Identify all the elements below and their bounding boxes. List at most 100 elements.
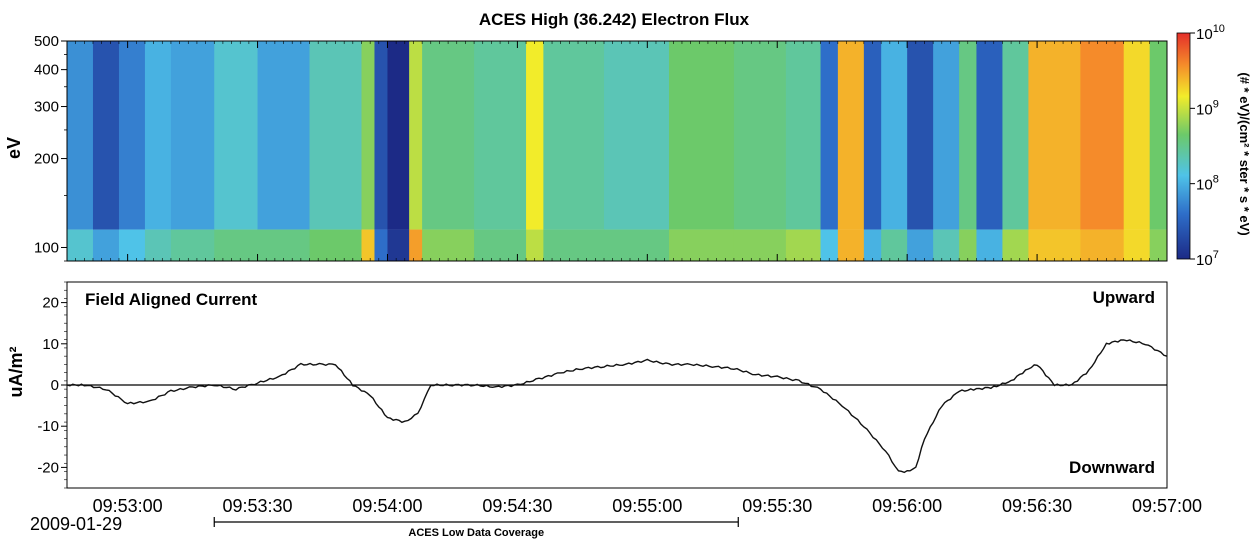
downward-annotation: Downward bbox=[1069, 458, 1155, 477]
spectrogram-cell bbox=[863, 229, 882, 261]
spectrogram-cell bbox=[881, 41, 908, 230]
spectrogram-ytick-label: 100 bbox=[34, 239, 59, 256]
spectrogram-cell bbox=[170, 41, 215, 230]
spectrogram-ytick-label: 300 bbox=[34, 99, 59, 116]
spectrogram-cell bbox=[733, 41, 787, 230]
current-ytick-label: -20 bbox=[37, 459, 59, 476]
spectrogram-cell bbox=[976, 229, 1003, 261]
spectrogram-cell bbox=[785, 229, 822, 261]
spectrogram-cell bbox=[668, 41, 735, 230]
spectrogram-cell bbox=[92, 41, 120, 230]
spectrogram-cell bbox=[474, 229, 527, 261]
current-ticks: 20 10 0 -10 -20 bbox=[37, 281, 67, 489]
spectrogram-cell bbox=[361, 41, 375, 230]
spectrogram-cell bbox=[976, 41, 1003, 230]
spectrogram-cell bbox=[933, 41, 960, 230]
spectrogram-cell bbox=[92, 229, 120, 261]
time-tick-label: 09:55:00 bbox=[612, 496, 682, 516]
spectrogram-cell bbox=[820, 41, 839, 230]
colorbar bbox=[1176, 32, 1191, 260]
spectrogram-cell bbox=[837, 41, 865, 230]
spectrogram-cell bbox=[907, 41, 934, 230]
spectrogram-cell bbox=[409, 41, 423, 230]
spectrogram-cell bbox=[474, 41, 527, 230]
spectrogram-cell bbox=[118, 229, 146, 261]
coverage-bracket bbox=[213, 517, 739, 527]
spectrogram-cell bbox=[67, 229, 94, 261]
spectrogram-cell bbox=[214, 229, 259, 261]
spectrogram-cell bbox=[1028, 229, 1081, 261]
spectrogram-cell bbox=[1149, 229, 1168, 261]
colorbar-tick-label: 108 bbox=[1196, 174, 1219, 194]
spectrogram-cells bbox=[67, 41, 1168, 261]
spectrogram-ytick-label: 400 bbox=[34, 62, 59, 79]
colorbar-tick-label: 1010 bbox=[1196, 23, 1225, 43]
spectrogram-cell bbox=[820, 229, 839, 261]
current-series-line bbox=[66, 339, 1168, 474]
spectrogram-cell bbox=[881, 229, 908, 261]
current-ytick-label: 20 bbox=[42, 295, 59, 312]
current-ylabel: uA/m² bbox=[6, 347, 26, 398]
upward-annotation: Upward bbox=[1093, 288, 1155, 307]
spectrogram-cell bbox=[144, 41, 172, 230]
spectrogram-cell bbox=[1080, 41, 1125, 230]
spectrogram-cell bbox=[933, 229, 960, 261]
time-tick-label: 09:57:00 bbox=[1132, 496, 1202, 516]
date-label: 2009-01-29 bbox=[30, 514, 122, 534]
spectrogram-ytick-label: 200 bbox=[34, 151, 59, 168]
spectrogram-cell bbox=[785, 41, 822, 230]
spectrogram-cell bbox=[1149, 41, 1168, 230]
spectrogram-cell bbox=[1123, 229, 1151, 261]
spectrogram-cell bbox=[604, 41, 670, 230]
colorbar-tick-label: 107 bbox=[1196, 249, 1219, 269]
time-axis-labels: 09:53:00 09:53:30 09:54:00 09:54:30 09:55:00… bbox=[93, 496, 1202, 516]
spectrogram-title: ACES High (36.242) Electron Flux bbox=[479, 10, 750, 29]
spectrogram-cell bbox=[668, 229, 735, 261]
spectrogram-cell bbox=[604, 229, 670, 261]
spectrogram-cell bbox=[1080, 229, 1125, 261]
spectrogram-cell bbox=[387, 229, 410, 261]
colorbar-tick-label: 109 bbox=[1196, 98, 1219, 118]
time-tick-label: 09:56:30 bbox=[1002, 496, 1072, 516]
time-tick-label: 09:53:30 bbox=[223, 496, 293, 516]
spectrogram-cell bbox=[543, 229, 605, 261]
colorbar-label: (# * eV)/(cm² * ster * s * eV) bbox=[1237, 72, 1252, 235]
spectrogram-cell bbox=[374, 229, 388, 261]
spectrogram-ylabel: eV bbox=[4, 137, 24, 159]
spectrogram-cell bbox=[1002, 229, 1029, 261]
spectrogram-cell bbox=[526, 41, 544, 230]
spectrogram-cell bbox=[309, 41, 362, 230]
colorbar-ticks: 107 108 109 1010 bbox=[1190, 23, 1225, 269]
coverage-label: ACES Low Data Coverage bbox=[408, 527, 544, 539]
current-ytick-label: 0 bbox=[51, 377, 59, 394]
spectrogram-cell bbox=[374, 41, 388, 230]
spectrogram-cell bbox=[144, 229, 172, 261]
spectrogram-cell bbox=[409, 229, 423, 261]
spectrogram-cell bbox=[257, 229, 311, 261]
spectrogram-cell bbox=[526, 229, 544, 261]
time-tick-label: 09:54:30 bbox=[482, 496, 552, 516]
time-tick-label: 09:55:30 bbox=[742, 496, 812, 516]
spectrogram-cell bbox=[387, 41, 410, 230]
current-title: Field Aligned Current bbox=[85, 290, 258, 309]
spectrogram-cell bbox=[118, 41, 146, 230]
spectrogram-cell bbox=[1123, 41, 1151, 230]
spectrogram-cell bbox=[837, 229, 865, 261]
current-ytick-label: 10 bbox=[42, 336, 59, 353]
spectrogram-cell bbox=[422, 229, 475, 261]
spectrogram-frame bbox=[66, 40, 1168, 262]
time-tick-label: 09:53:00 bbox=[93, 496, 163, 516]
time-tick-label: 09:56:00 bbox=[872, 496, 942, 516]
spectrogram-cell bbox=[733, 229, 787, 261]
spectrogram-cell bbox=[170, 229, 215, 261]
spectrogram-cell bbox=[907, 229, 934, 261]
spectrogram-cell bbox=[361, 229, 375, 261]
spectrogram-cell bbox=[959, 229, 977, 261]
spectrogram-cell bbox=[1028, 41, 1081, 230]
spectrogram-ytick-label: 500 bbox=[34, 33, 59, 50]
spectrogram-cell bbox=[1002, 41, 1029, 230]
current-ytick-label: -10 bbox=[37, 418, 59, 435]
time-tick-label: 09:54:00 bbox=[352, 496, 422, 516]
spectrogram-cell bbox=[257, 41, 311, 230]
